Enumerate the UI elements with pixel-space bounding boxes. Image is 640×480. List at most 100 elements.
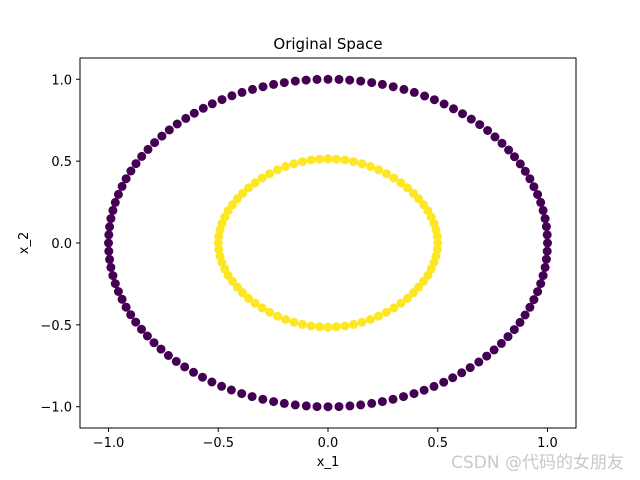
scatter-point <box>198 103 208 113</box>
scatter-point <box>306 155 316 165</box>
scatter-point <box>108 271 118 281</box>
scatter-point <box>356 400 366 410</box>
scatter-point <box>157 131 167 141</box>
scatter-point <box>163 351 173 360</box>
scatter-point <box>273 311 282 321</box>
scatter-point <box>429 381 439 391</box>
scatter-point <box>503 332 513 342</box>
scatter-point <box>113 189 123 199</box>
scatter-point <box>106 214 116 224</box>
scatter-point <box>323 402 333 412</box>
scatter-point <box>289 317 299 327</box>
scatter-point <box>244 183 254 193</box>
scatter-point <box>117 181 127 191</box>
scatter-point <box>402 293 412 303</box>
scatter-point <box>289 159 299 169</box>
scatter-point <box>142 331 152 341</box>
watermark: CSDN @代码的女朋友 <box>451 453 624 473</box>
scatter-point <box>388 82 398 92</box>
scatter-point <box>377 397 387 407</box>
scatter-point <box>237 389 247 399</box>
scatter-point <box>374 165 383 175</box>
scatter-point <box>349 157 358 167</box>
scatter-point <box>538 205 548 215</box>
scatter-point <box>357 317 367 327</box>
scatter-point <box>419 200 428 210</box>
scatter-point <box>525 302 535 312</box>
scatter-point <box>126 166 136 176</box>
scatter-point <box>180 362 190 372</box>
scatter-point <box>189 367 198 377</box>
scatter-point <box>520 166 530 176</box>
scatter-point <box>121 174 131 184</box>
scatter-point <box>409 389 419 399</box>
scatter-point <box>349 319 358 329</box>
scatter-point <box>408 188 418 198</box>
scatter-point <box>396 298 406 308</box>
scatter-point <box>171 356 181 366</box>
scatter-point <box>420 91 430 101</box>
scatter-point <box>226 385 236 395</box>
scatter-point <box>432 245 442 254</box>
scatter-point <box>515 159 525 169</box>
scatter-point <box>365 162 375 171</box>
scatter-point <box>265 307 275 317</box>
scatter-point <box>244 293 254 303</box>
scatter-point <box>290 76 300 86</box>
scatter-point <box>497 138 507 148</box>
scatter-point <box>388 394 398 404</box>
scatter-point <box>448 373 458 383</box>
scatter-point <box>474 357 484 367</box>
scatter-point <box>541 222 551 232</box>
scatter-point <box>247 392 257 402</box>
scatter-point <box>490 132 500 142</box>
x-tick-label: 0.5 <box>427 436 448 451</box>
scatter-point <box>105 222 115 232</box>
scatter-point <box>504 145 514 155</box>
scatter-point <box>536 279 546 289</box>
scatter-point <box>367 78 377 88</box>
scatter-point <box>389 173 399 183</box>
x-tick-label: 1.0 <box>537 436 558 451</box>
scatter-point <box>389 303 399 313</box>
scatter-point <box>281 315 291 324</box>
scatter-point <box>106 262 116 272</box>
scatter-point <box>306 321 316 331</box>
chart-title: Original Space <box>273 35 382 53</box>
scatter-point <box>257 173 267 183</box>
scatter-point <box>533 190 543 199</box>
scatter-point <box>104 230 114 240</box>
scatter-point <box>298 157 307 167</box>
scatter-point <box>156 344 166 354</box>
scatter-point <box>374 311 383 321</box>
scatter-point <box>356 76 366 86</box>
scatter-point <box>331 322 341 332</box>
scatter-point <box>110 279 120 289</box>
scatter-point <box>207 377 217 387</box>
scatter-point <box>529 295 539 305</box>
scatter-point <box>273 165 282 175</box>
scatter-point <box>439 99 449 109</box>
scatter-point <box>301 75 311 85</box>
scatter-point <box>198 372 207 382</box>
scatter-point <box>323 74 333 84</box>
scatter-point <box>281 162 291 171</box>
scatter-point <box>542 230 552 240</box>
y-axis-label: x_2 <box>17 232 32 254</box>
scatter-point <box>312 402 322 412</box>
scatter-point <box>541 254 551 264</box>
scatter-point <box>269 79 279 89</box>
y-tick-label: 0.0 <box>51 237 72 252</box>
scatter-point <box>131 317 141 327</box>
scatter-point <box>538 271 548 281</box>
scatter-point <box>345 75 355 85</box>
scatter-point <box>409 87 419 97</box>
scatter-point <box>509 325 519 335</box>
scatter-point <box>137 151 147 161</box>
scatter-point <box>164 125 174 135</box>
scatter-point <box>269 397 279 407</box>
scatter-point <box>323 322 333 332</box>
scatter-point <box>126 310 136 320</box>
scatter-point <box>414 282 424 292</box>
